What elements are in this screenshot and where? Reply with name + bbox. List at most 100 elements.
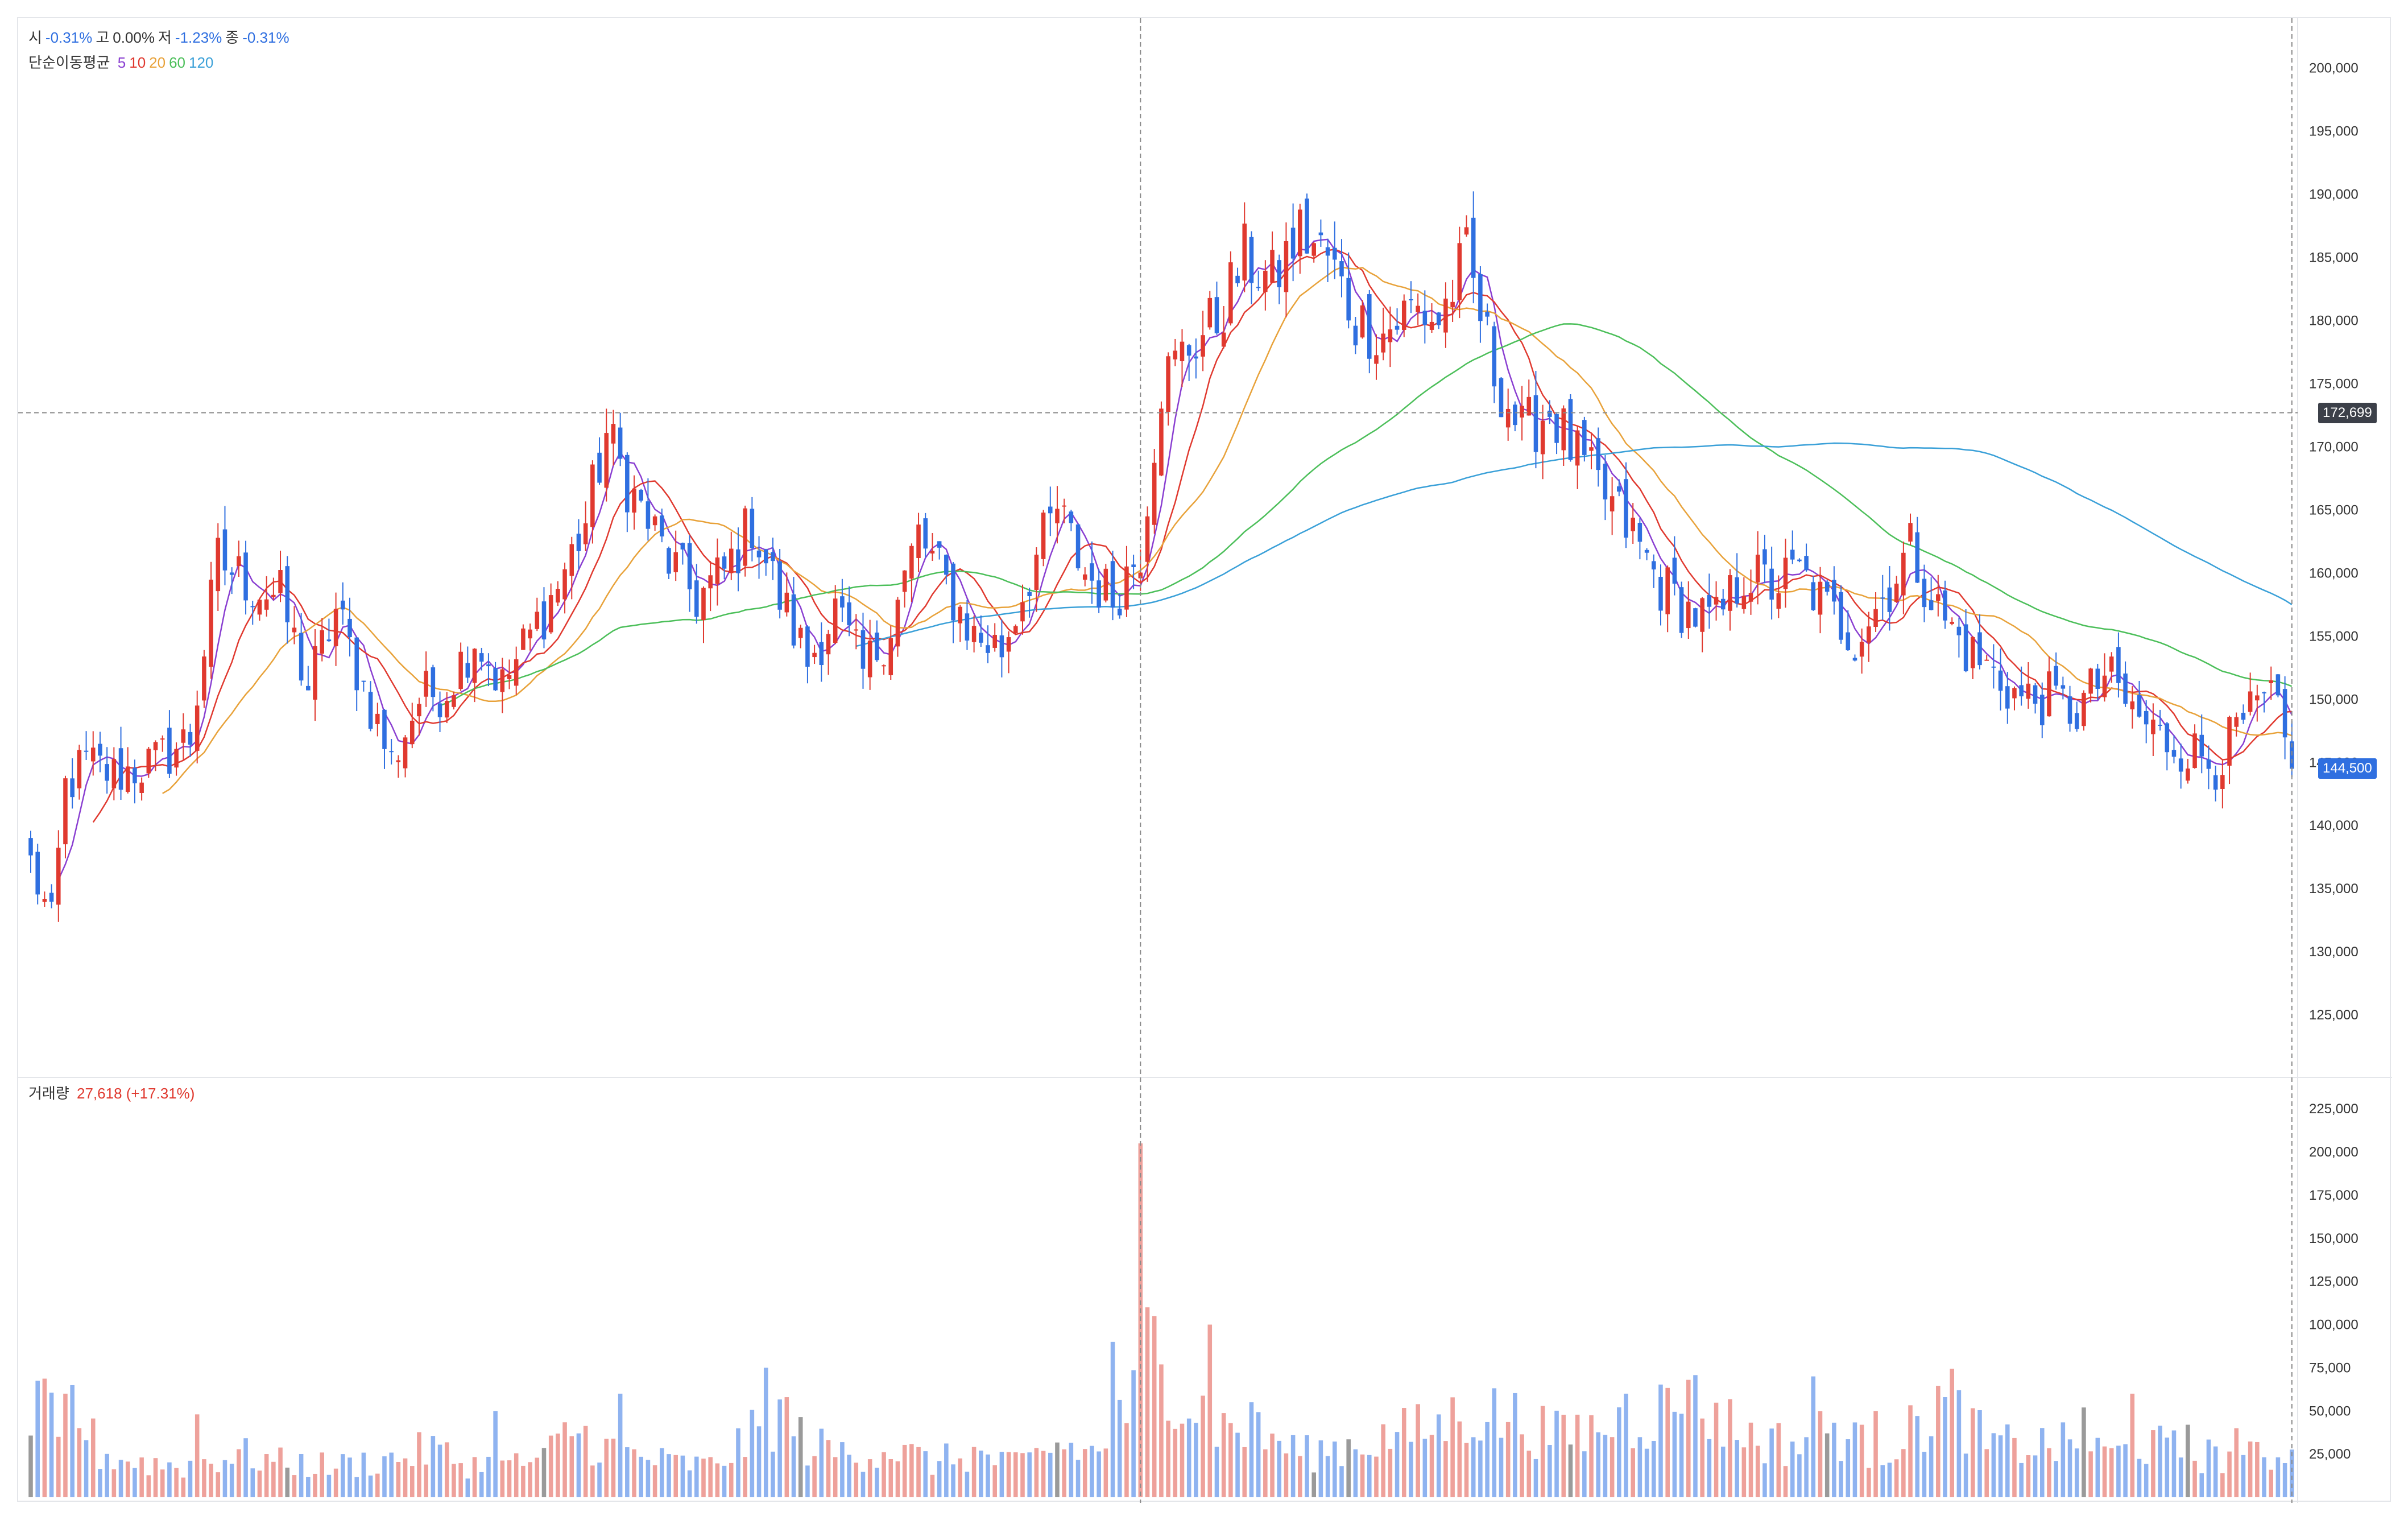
candle-body: [1235, 275, 1240, 283]
candle-body: [437, 703, 442, 717]
volume-bar: [916, 1447, 921, 1497]
candle-body: [1117, 608, 1122, 616]
volume-bar: [1055, 1442, 1060, 1497]
volume-bar: [2061, 1422, 2066, 1497]
volume-bar: [971, 1447, 977, 1497]
volume-bar: [694, 1456, 699, 1497]
candle-body: [1936, 594, 1941, 601]
ma-line-10: [92, 249, 2292, 823]
volume-bar: [472, 1457, 477, 1497]
volume-legend: 거래량 27,618 (+17.31%): [28, 1082, 198, 1103]
candle-body: [1422, 311, 1428, 325]
candle-body: [403, 737, 408, 769]
candle-body: [791, 594, 796, 646]
volume-bar: [1097, 1451, 1101, 1497]
volume-bar: [1783, 1466, 1788, 1497]
volume-bar: [1069, 1443, 1074, 1497]
volume-tick-label: 100,000: [2309, 1317, 2359, 1333]
volume-bar: [1554, 1410, 1559, 1497]
candle-body: [2088, 668, 2093, 694]
candle-body: [784, 592, 789, 613]
candle-body: [632, 488, 636, 513]
volume-bar: [743, 1457, 747, 1497]
volume-bar: [292, 1475, 297, 1497]
candle-body: [1346, 278, 1351, 321]
volume-bar: [680, 1455, 685, 1497]
volume-bar: [278, 1447, 283, 1497]
candle-body: [1603, 464, 1608, 499]
candle-body: [1873, 609, 1878, 627]
candle-body: [763, 549, 768, 564]
volume-bar: [763, 1368, 768, 1497]
volume-bar: [90, 1418, 96, 1497]
candle-body: [729, 548, 734, 573]
candle-body: [1735, 577, 1739, 604]
volume-bar: [1194, 1423, 1198, 1497]
price-tick-label: 165,000: [2309, 502, 2359, 518]
volume-bar: [2047, 1448, 2051, 1497]
volume-bar: [181, 1477, 186, 1497]
volume-bar: [222, 1460, 227, 1497]
ohlc-value-1: 0.00%: [113, 29, 155, 46]
candle-body: [930, 551, 935, 554]
volume-bar: [409, 1466, 415, 1497]
candle-body: [1110, 561, 1115, 608]
volume-bar: [1617, 1407, 1621, 1497]
chart-frame[interactable]: 200,000 195,000 190,000 185,000 180,000 175,0…: [17, 17, 2392, 1503]
candle-body: [1526, 396, 1532, 416]
volume-bar: [1790, 1441, 1795, 1497]
candle-body: [1457, 243, 1462, 300]
volume-bar: [1450, 1397, 1455, 1497]
volume-bar: [1443, 1441, 1448, 1497]
volume-bar: [431, 1436, 436, 1497]
volume-bar: [125, 1461, 130, 1497]
volume-bar: [528, 1462, 532, 1497]
volume-bar: [1610, 1437, 1615, 1497]
candle-body: [111, 759, 117, 788]
volume-bar: [1173, 1428, 1178, 1497]
volume-bar: [791, 1436, 796, 1497]
candle-body: [222, 529, 227, 571]
ohlc-label-2: 저: [158, 29, 172, 46]
candle-body: [125, 766, 130, 792]
volume-bar: [382, 1456, 387, 1497]
volume-bar: [2199, 1473, 2204, 1497]
candle-body: [1783, 557, 1788, 589]
candle-body: [1090, 563, 1094, 581]
candle-body: [243, 552, 248, 601]
volume-bar: [1998, 1435, 2003, 1497]
volume-bar: [389, 1452, 394, 1497]
volume-bar: [1117, 1399, 1122, 1497]
candle-body: [2234, 717, 2239, 727]
volume-bar: [188, 1460, 193, 1497]
volume-bar: [1235, 1432, 1240, 1497]
candle-body: [2165, 723, 2170, 753]
candle-body: [937, 541, 942, 548]
candle-body: [1617, 486, 1621, 492]
candle-body: [576, 534, 581, 551]
candle-body: [888, 638, 893, 675]
volume-bar: [1679, 1414, 1684, 1497]
volume-bar: [652, 1465, 657, 1497]
volume-bar: [2005, 1424, 2010, 1497]
volume-bar: [521, 1465, 526, 1497]
volume-bar: [819, 1428, 824, 1497]
volume-bar: [209, 1463, 213, 1497]
price-tick-label: 180,000: [2309, 313, 2359, 329]
candle-body: [1221, 332, 1226, 347]
candle-body: [992, 634, 997, 648]
volume-bar: [1852, 1422, 1857, 1497]
volume-bar: [361, 1452, 366, 1497]
volume-bar: [1027, 1452, 1032, 1497]
candle-body: [2047, 671, 2051, 717]
candle-body: [361, 680, 366, 682]
ma-period-120: 120: [189, 54, 214, 71]
candle-body: [1818, 581, 1823, 615]
candle-body: [611, 424, 616, 444]
candle-body: [882, 665, 886, 667]
candle-body: [1554, 414, 1559, 443]
candle-body: [2158, 725, 2162, 726]
chart-svg[interactable]: 200,000 195,000 190,000 185,000 180,000 175,0…: [18, 18, 2392, 1503]
candle-body: [826, 634, 831, 655]
candle-body: [1908, 523, 1913, 542]
